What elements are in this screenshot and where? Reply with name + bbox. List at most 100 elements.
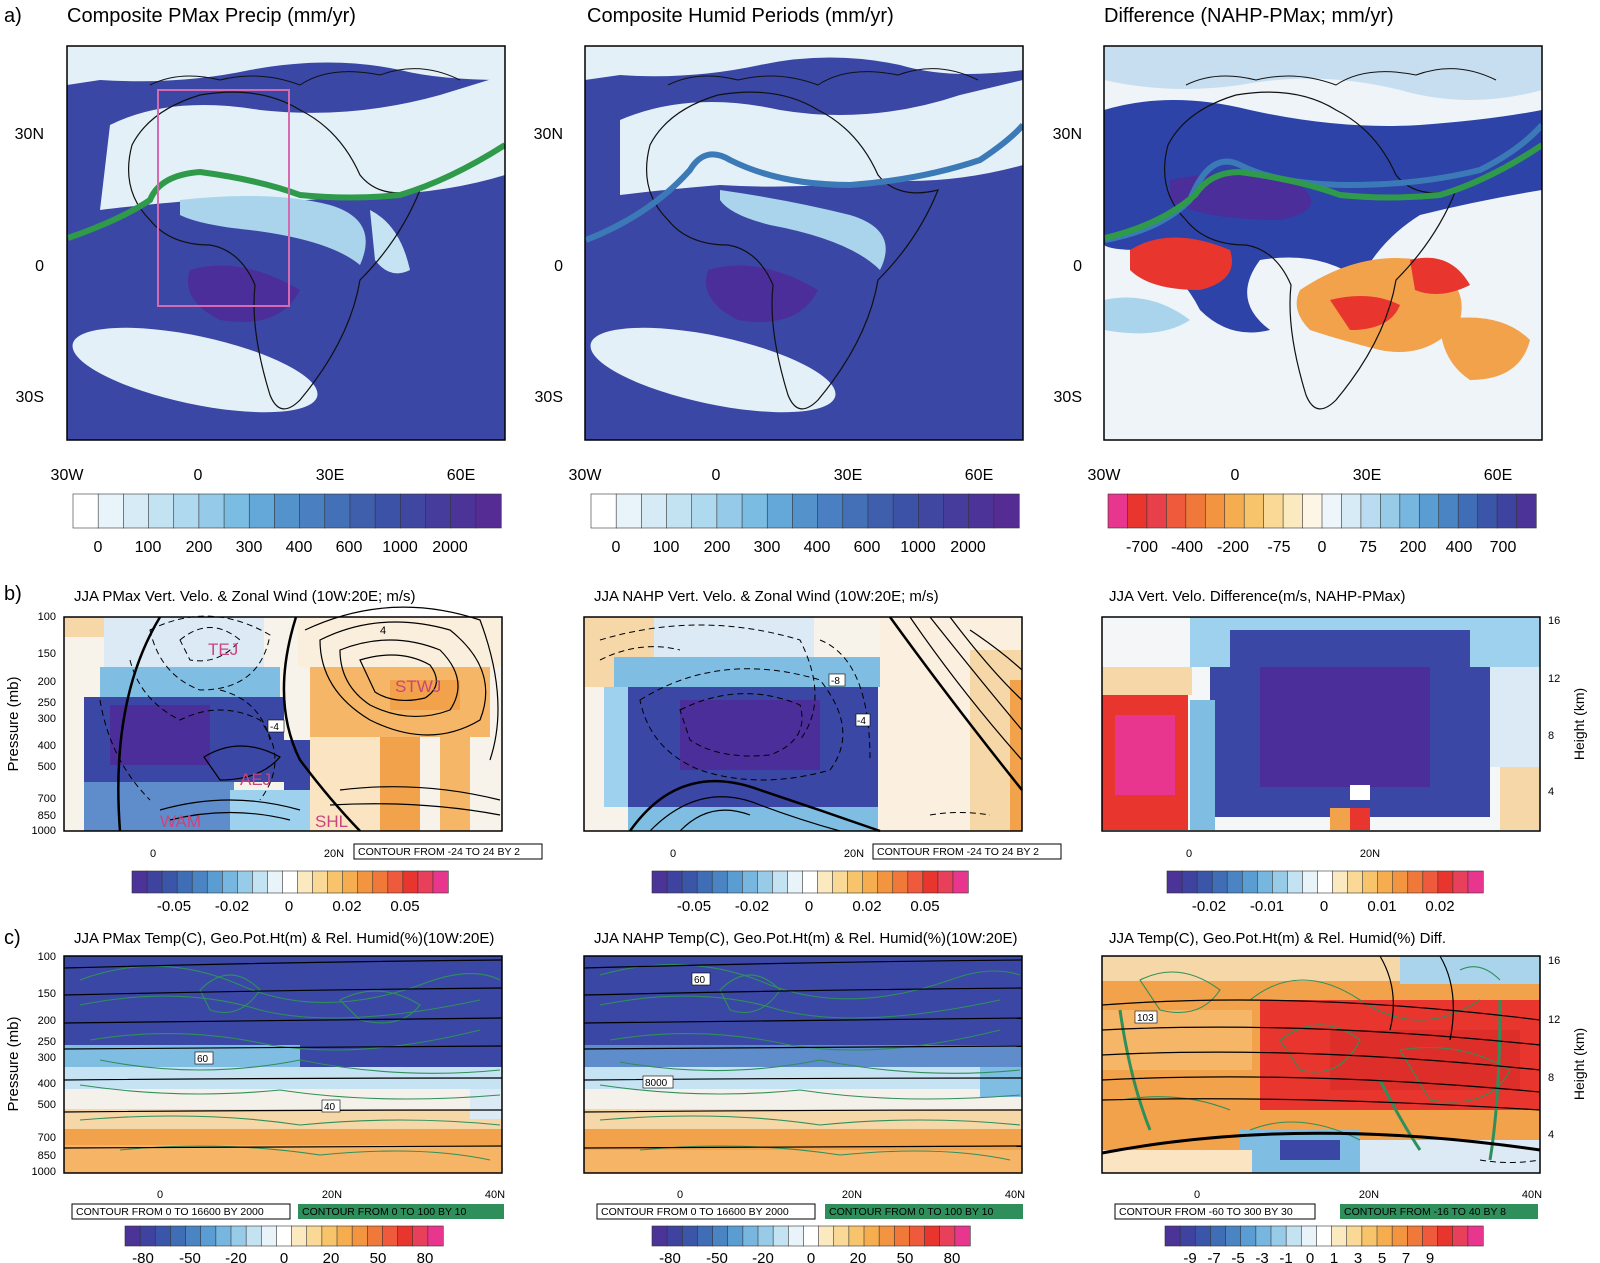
colorbar-swatch	[1181, 870, 1198, 894]
colorbar-swatch	[832, 870, 849, 894]
pressure-tick: 250	[38, 1036, 56, 1048]
colorbar-swatch	[711, 870, 728, 894]
colorbar-label: 50	[897, 1250, 914, 1263]
colorbar-swatch	[131, 870, 148, 894]
colorbar-label: -7	[1207, 1250, 1220, 1263]
colorbar-swatch	[1467, 1225, 1484, 1247]
colorbar-swatch	[1496, 493, 1518, 529]
colorbar-swatch	[1407, 870, 1424, 894]
colorbar-swatch	[72, 493, 99, 529]
contour-info-b1: CONTOUR FROM -24 TO 24 BY 2	[358, 846, 520, 858]
jet-label-shl: SHL	[315, 812, 348, 831]
pressure-tick: 100	[38, 611, 56, 623]
colorbar-swatch	[666, 870, 683, 894]
colorbar-swatch	[842, 493, 869, 529]
colorbar-label: 0.05	[390, 898, 419, 915]
lon-tick-label: 30W	[569, 467, 603, 484]
contour-info-c2-green: CONTOUR FROM 0 TO 100 BY 10	[829, 1206, 994, 1218]
colorbar-swatch	[291, 1225, 308, 1247]
colorbar-swatch	[712, 1225, 729, 1247]
colorbar-swatch	[146, 870, 163, 894]
colorbar-swatch	[878, 1225, 895, 1247]
colorbar-swatch	[697, 1225, 714, 1247]
colorbar-label: 600	[336, 539, 363, 556]
colorbar-label: 0.05	[910, 898, 939, 915]
colorbar-swatch	[1255, 1225, 1272, 1247]
colorbar-swatch	[1146, 493, 1167, 529]
colorbar-swatch	[787, 1225, 805, 1247]
height-tick: 4	[1548, 786, 1554, 798]
colorbar-swatch	[817, 493, 844, 529]
colorbar-swatch	[252, 870, 269, 894]
colorbar-label: 200	[1400, 539, 1427, 556]
colorbar-swatch	[1240, 1225, 1257, 1247]
colorbar-label: 0	[285, 898, 293, 915]
colorbar-swatch	[357, 870, 374, 894]
lat-ticks-b2: 0 20N	[670, 848, 864, 860]
colorbar-swatch	[726, 870, 743, 894]
colorbar-swatch	[387, 870, 404, 894]
pressure-tick: 100	[38, 951, 56, 963]
colorbar-a1-labels: 0 100 200 300 400 600 1000 2000	[94, 539, 468, 556]
colorbar-swatch	[139, 1225, 156, 1247]
lat-tick-label: 30S	[535, 389, 563, 406]
lat-tick: 20N	[324, 848, 344, 860]
pressure-tick: 250	[38, 697, 56, 709]
lat-tick: 40N	[485, 1189, 505, 1201]
colorbar-swatch	[615, 493, 642, 529]
colorbar-swatch	[427, 1225, 444, 1247]
colorbar-label: 100	[653, 539, 680, 556]
colorbar-swatch	[1272, 870, 1288, 894]
contour-label: 8000	[645, 1078, 668, 1089]
colorbar-swatch	[1196, 870, 1213, 894]
colorbar-swatch	[681, 1225, 699, 1247]
colorbar-swatch	[399, 493, 427, 529]
contour-label: 40	[324, 1102, 336, 1113]
colorbar-swatch	[937, 870, 954, 894]
colorbar-swatch	[176, 870, 193, 894]
lon-tick-label: 60E	[447, 467, 475, 484]
colorbar-swatch	[223, 493, 250, 529]
colorbar-swatch	[154, 1225, 172, 1247]
colorbar-swatch	[1422, 870, 1439, 894]
colorbar-label: -0.02	[215, 898, 249, 915]
colorbar-swatch	[248, 493, 276, 529]
jet-label-tej: TEJ	[208, 640, 238, 659]
colorbar-swatch	[1452, 870, 1469, 894]
colorbar-swatch	[245, 1225, 262, 1247]
panel-b1-title: JJA PMax Vert. Velo. & Zonal Wind (10W:2…	[74, 588, 416, 605]
colorbar-swatch	[893, 1225, 911, 1247]
colorbar-swatch	[741, 493, 768, 529]
colorbar-swatch	[1166, 493, 1187, 529]
height-axis-label: Height (km)	[1571, 1028, 1587, 1100]
colorbar-swatch	[230, 1225, 247, 1247]
lat-tick-label: 0	[35, 258, 44, 275]
colorbar-swatch	[757, 870, 773, 894]
colorbar-swatch	[939, 1225, 956, 1247]
colorbar-label: 0	[1306, 1250, 1314, 1263]
colorbar-swatch	[766, 493, 794, 529]
pressure-tick: 1000	[32, 1166, 56, 1178]
colorbar-swatch	[1317, 870, 1334, 894]
colorbar-swatch	[1204, 493, 1226, 529]
colorbar-c2-labels: -80 -50 -20 0 20 50 80	[659, 1250, 960, 1263]
colorbar-swatch	[1406, 1225, 1424, 1247]
lat-tick-label: 30N	[534, 126, 563, 143]
colorbar-label: 80	[944, 1250, 961, 1263]
colorbar-label: 2000	[432, 539, 468, 556]
colorbar-swatch	[1107, 493, 1129, 529]
panel-b1: JJA PMax Vert. Velo. & Zonal Wind (10W:2…	[5, 588, 543, 915]
contour-label: -8	[831, 676, 840, 687]
colorbar-swatch	[342, 870, 359, 894]
colorbar-label: 0	[805, 898, 813, 915]
contour-label: -4	[857, 716, 866, 727]
colorbar-swatch	[1438, 493, 1459, 529]
colorbar-label: 1000	[382, 539, 418, 556]
lat-tick: 0	[150, 848, 156, 860]
lon-tick-label: 60E	[965, 467, 993, 484]
height-tick: 16	[1548, 615, 1560, 627]
colorbar-label: 400	[1446, 539, 1473, 556]
lat-ticks-c3: 0 20N 40N	[1194, 1189, 1542, 1201]
row-a: a) Composite PMax Precip (mm/yr) 30N 0	[4, 5, 1543, 556]
